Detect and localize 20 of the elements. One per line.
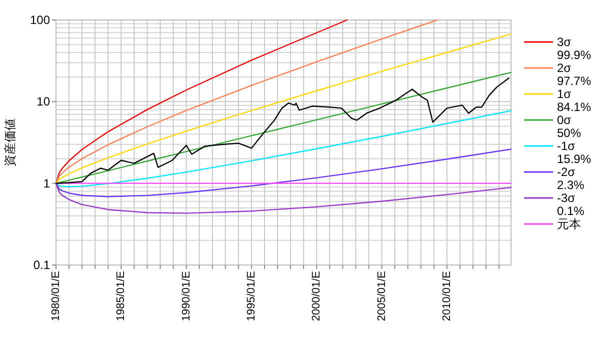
legend-label: 元本: [557, 217, 581, 231]
y-axis-title: 資産価値: [3, 118, 17, 166]
legend-label: 3σ 99.9%: [557, 35, 592, 62]
legend-label: 1σ 84.1%: [557, 87, 592, 114]
x-tick-label: 1985/01/E: [115, 271, 128, 322]
y-tick-label: 10: [36, 94, 50, 109]
x-tick-label: 1990/01/E: [180, 271, 192, 322]
legend-label: -1σ 15.9%: [557, 139, 592, 166]
y-tick-label: 1: [43, 176, 50, 190]
x-tick-label: 2005/01/E: [376, 271, 388, 322]
legend-label: -2σ 2.3%: [557, 165, 585, 192]
legend-label: 2σ 97.7%: [557, 61, 592, 88]
y-tick-label: 0.1: [33, 258, 50, 272]
legend-label: -3σ 0.1%: [557, 191, 585, 218]
y-tick-label: 100: [30, 13, 50, 27]
x-tick-label: 1980/01/E: [50, 271, 62, 322]
x-tick-label: 2000/01/E: [310, 271, 323, 322]
x-tick-label: 1995/01/E: [245, 271, 258, 322]
x-tick-label: 2010/01/E: [440, 271, 453, 322]
legend-label: 0σ 50%: [557, 113, 582, 140]
